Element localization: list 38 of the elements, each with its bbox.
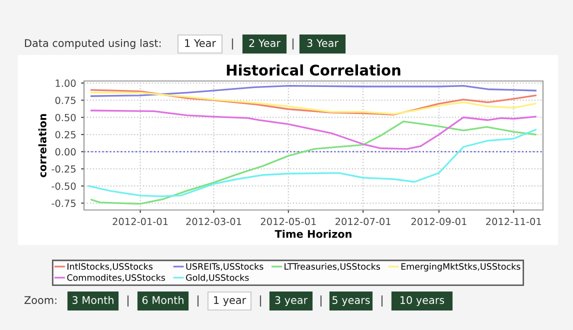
text: 10 years	[400, 296, 444, 306]
legend-label: Commodites,USStocks	[67, 274, 165, 282]
legend-label: LTTreasuries,USStocks	[284, 263, 380, 271]
legend-label: Gold,USStocks	[186, 274, 249, 282]
text: Data computed using last:	[25, 38, 161, 50]
text: 2 Year	[249, 39, 280, 48]
text: 3 year	[275, 296, 308, 306]
chart-title: Historical Correlation	[226, 64, 400, 76]
line-series	[88, 128, 536, 198]
line-series	[90, 120, 536, 205]
legend-label: USREITs,USStocks	[186, 263, 264, 271]
text: 3 Month	[72, 296, 114, 304]
text: 5 years	[332, 296, 370, 306]
legend-label: IntlStocks,USStocks	[68, 263, 153, 271]
y-axis-title: correlation	[38, 114, 46, 178]
y-tick-label: -0.50	[52, 182, 76, 190]
y-tick-label: -0.25	[52, 165, 76, 173]
legend-label: EmergingMktStks,USStocks	[401, 263, 520, 272]
y-tick-label: 0.75	[55, 96, 76, 104]
line-series	[90, 84, 536, 97]
x-tick-label: 2012-01-01	[112, 218, 168, 226]
text: 1 year	[214, 296, 246, 306]
x-tick-label: 2012-09-01	[411, 218, 466, 226]
y-tick-label: -0.75	[52, 200, 76, 207]
y-tick-label: 0.25	[55, 131, 76, 138]
y-tick-label: 0.00	[55, 148, 76, 156]
x-tick-label: 2012-03-01	[186, 218, 242, 226]
line-series	[90, 110, 536, 150]
text: Zoom:	[24, 296, 56, 304]
text: 3 Year	[307, 39, 338, 48]
x-tick-label: 2012-05-01	[260, 218, 316, 226]
x-tick-label: 2012-11-01	[486, 218, 541, 226]
text: 1 Year	[185, 39, 216, 48]
x-tick-label: 2012-07-01	[336, 218, 390, 226]
x-axis-title: Time Horizon	[274, 230, 352, 238]
y-tick-label: 0.50	[55, 114, 76, 122]
text: 6 Month	[142, 296, 184, 304]
y-tick-label: 1.00	[56, 80, 76, 87]
